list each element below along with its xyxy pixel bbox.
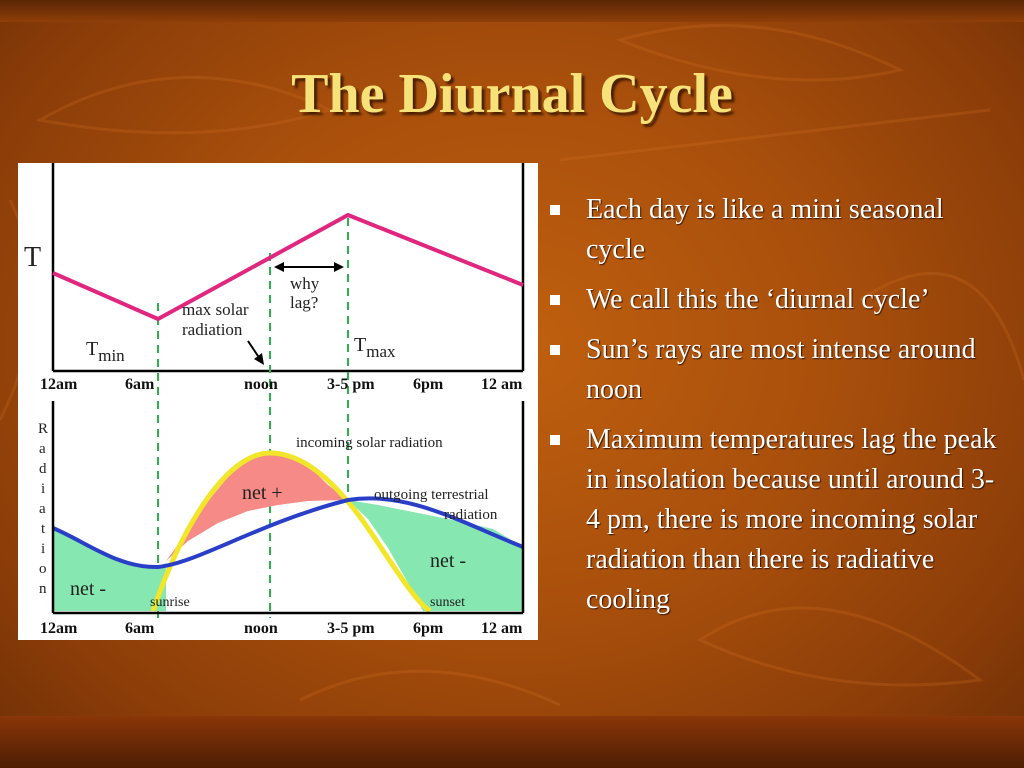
tick-12am-end: 12 am	[481, 376, 523, 393]
svg-text:i: i	[41, 481, 45, 497]
tmax-label: Tmax	[354, 334, 396, 361]
net-positive-area	[166, 453, 348, 561]
tick-12am-end: 12 am	[481, 620, 523, 637]
square-bullet-icon	[550, 435, 560, 445]
svg-text:t: t	[41, 521, 46, 537]
temperature-curve	[52, 212, 524, 322]
net-negative-left-label: net -	[70, 578, 106, 600]
tick-3-5pm: 3-5 pm	[327, 376, 375, 393]
bullet-text: Sun’s rays are most intense around noon	[586, 334, 976, 405]
square-bullet-icon	[550, 295, 560, 305]
bullet-text: Each day is like a mini seasonal cycle	[586, 194, 944, 265]
slide-title: The Diurnal Cycle	[291, 63, 733, 125]
outgoing-label-line2: radiation	[444, 507, 498, 523]
bullet-text: We call this the ‘diurnal cycle’	[586, 284, 930, 315]
net-negative-right-label: net -	[430, 550, 466, 572]
radiation-label: radiation	[182, 320, 243, 339]
why-label: why	[290, 274, 320, 293]
svg-text:i: i	[41, 541, 45, 557]
tick-6am: 6am	[125, 376, 155, 393]
bottom-x-axis-ticks: 12am 6am noon 3-5 pm 6pm 12 am	[40, 620, 523, 637]
outgoing-label-line1: outgoing terrestrial	[374, 487, 489, 503]
bullet-text: Maximum temperatures lag the peak in ins…	[586, 424, 997, 615]
square-bullet-icon	[550, 345, 560, 355]
svg-text:o: o	[39, 561, 47, 577]
tick-6pm: 6pm	[413, 376, 444, 393]
tick-6am: 6am	[125, 620, 155, 637]
bottom-band	[0, 716, 1024, 768]
radiation-axis-label: R a d i a t i o n	[38, 421, 48, 597]
svg-text:d: d	[39, 461, 47, 477]
temperature-panel: T why lag? max solar radiation Tmin Tmax	[24, 163, 525, 618]
sunrise-label: sunrise	[150, 595, 190, 610]
tick-6pm: 6pm	[413, 620, 444, 637]
bullet-item: We call this the ‘diurnal cycle’	[548, 280, 1008, 320]
temperature-axis-label: T	[24, 242, 41, 273]
svg-text:a: a	[39, 441, 46, 457]
tick-3-5pm: 3-5 pm	[327, 620, 375, 637]
outgoing-terrestrial-curve	[52, 496, 524, 570]
bullet-item: Maximum temperatures lag the peak in ins…	[548, 420, 1008, 620]
max-solar-label: max solar	[182, 300, 249, 319]
bullet-item: Sun’s rays are most intense around noon	[548, 330, 1008, 410]
diurnal-cycle-diagram: T why lag? max solar radiation Tmin Tmax…	[18, 163, 538, 640]
tmin-label: Tmin	[86, 338, 125, 365]
top-band	[0, 0, 1024, 22]
tick-noon: noon	[244, 620, 278, 637]
svg-text:R: R	[38, 421, 48, 437]
svg-text:a: a	[39, 501, 46, 517]
incoming-solar-label: incoming solar radiation	[296, 435, 443, 451]
bullet-list: Each day is like a mini seasonal cycle W…	[548, 190, 1008, 630]
svg-text:n: n	[39, 581, 47, 597]
sunset-label: sunset	[430, 595, 465, 610]
incoming-solar-curve	[150, 450, 432, 614]
tick-12am: 12am	[40, 376, 78, 393]
tick-12am: 12am	[40, 620, 78, 637]
radiation-panel: R a d i a t i o n incoming solar radiati…	[38, 401, 525, 615]
bullet-item: Each day is like a mini seasonal cycle	[548, 190, 1008, 270]
tick-noon: noon	[244, 376, 278, 393]
net-negative-left-area	[53, 528, 166, 611]
lag-label: lag?	[290, 293, 318, 312]
top-x-axis-ticks: 12am 6am noon 3-5 pm 6pm 12 am	[40, 376, 523, 393]
square-bullet-icon	[550, 205, 560, 215]
net-positive-label: net +	[242, 482, 283, 504]
